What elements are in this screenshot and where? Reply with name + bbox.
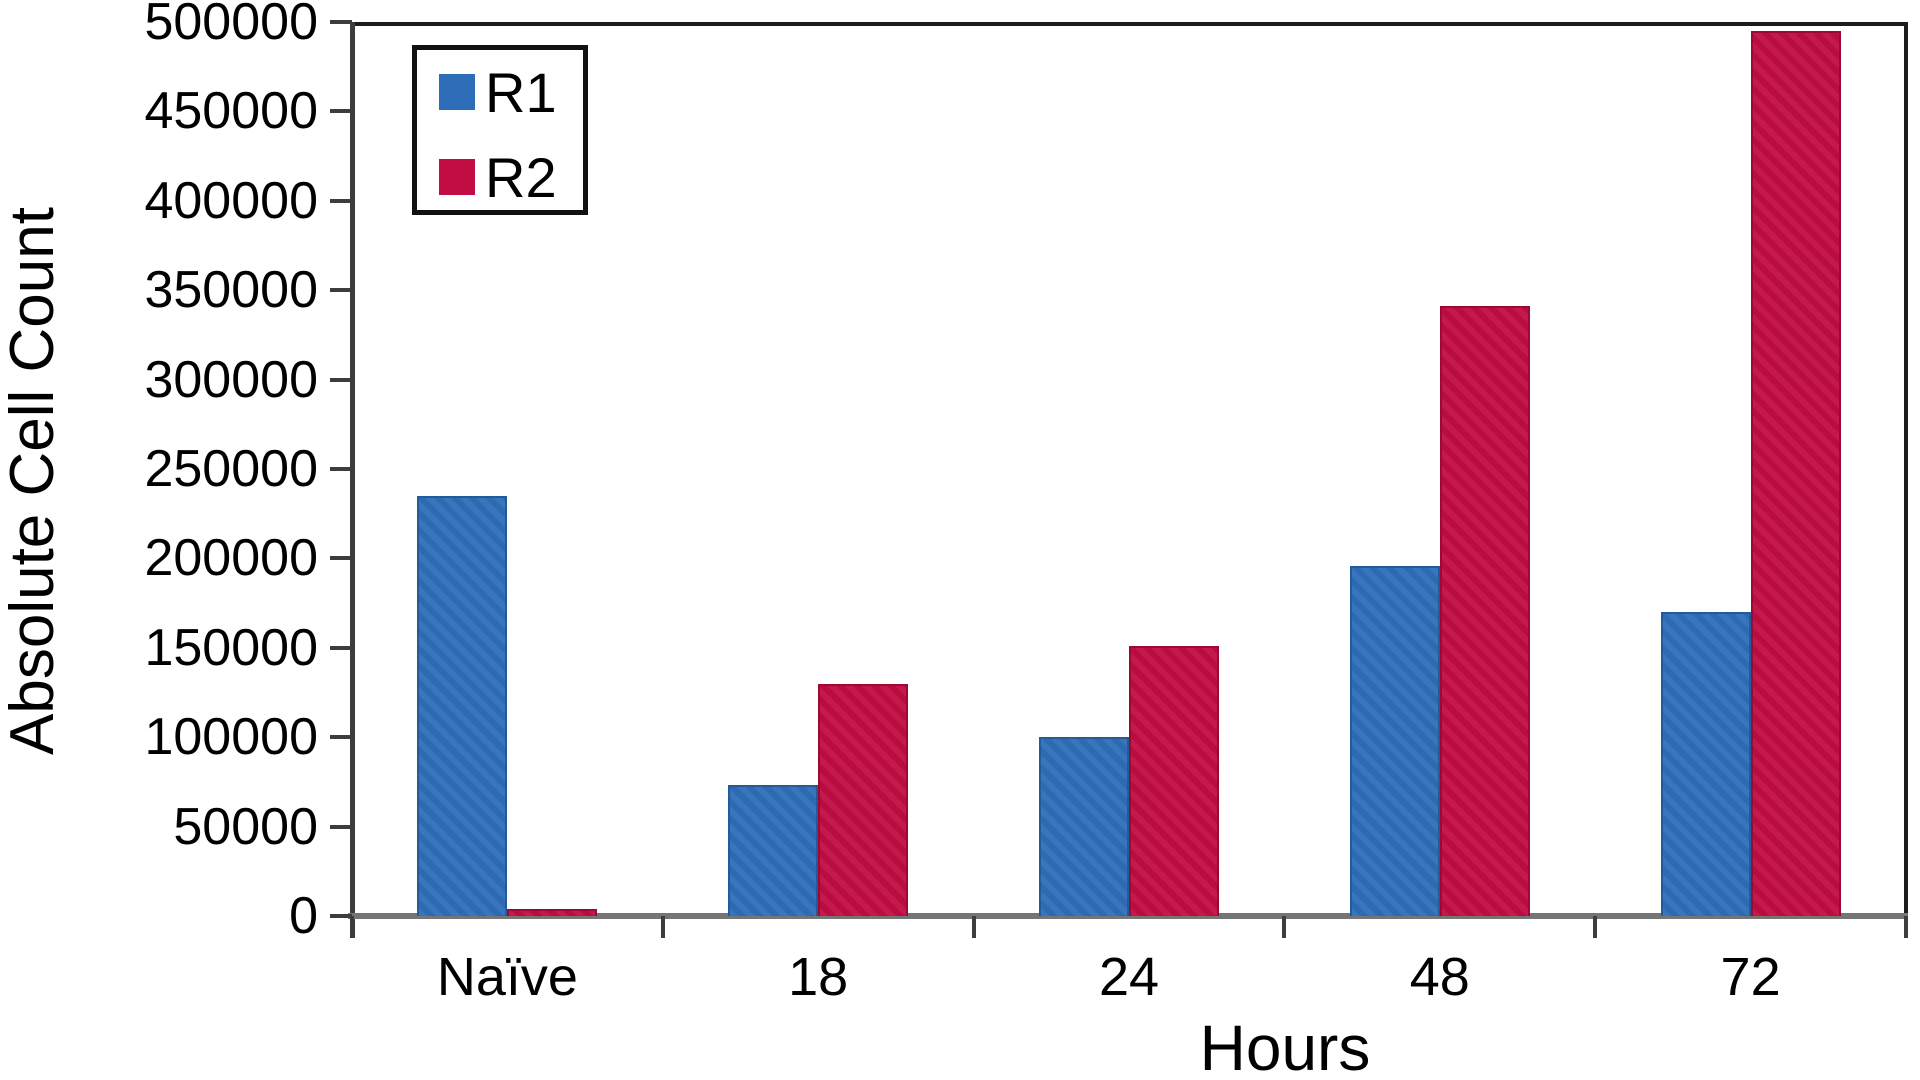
plot-frame-right (1904, 22, 1908, 920)
bar-r1-72 (1660, 612, 1751, 916)
y-tick-label: 100000 (144, 708, 318, 767)
legend-label-r1: R1 (485, 61, 557, 124)
y-tick (330, 824, 352, 829)
legend-label-r2: R2 (485, 146, 557, 209)
y-tick-label: 250000 (144, 440, 318, 498)
y-axis-line (350, 22, 355, 938)
x-category-label: 18 (788, 947, 849, 1007)
x-tick (1282, 916, 1287, 938)
bar-r2-72 (1750, 30, 1841, 916)
y-tick-label: 400000 (144, 171, 318, 230)
x-tick (660, 916, 665, 938)
bar-r2-48 (1439, 306, 1530, 916)
y-tick-label: 0 (289, 887, 318, 945)
bar-r1-24 (1039, 737, 1129, 916)
x-tick (1593, 916, 1598, 938)
y-tick (330, 914, 352, 918)
y-tick (330, 109, 352, 114)
y-tick-label: 50000 (173, 797, 318, 856)
y-tick (330, 467, 352, 471)
bar-r1-naïve (417, 495, 508, 916)
legend-swatch-r2 (439, 159, 475, 195)
bar-r2-naïve (507, 908, 598, 916)
y-tick-label: 350000 (144, 261, 318, 320)
y-tick (330, 288, 352, 293)
legend-swatch-r1 (439, 74, 475, 110)
y-tick (330, 735, 352, 740)
bar-r2-24 (1129, 646, 1219, 916)
bar-r1-18 (728, 785, 819, 916)
y-tick-label: 500000 (144, 0, 318, 51)
y-axis-title: Absolute Cell Count (0, 207, 67, 755)
plot-frame-top (352, 22, 1908, 26)
x-category-label: 24 (1098, 947, 1160, 1007)
y-tick (330, 20, 352, 24)
x-category-label: 72 (1720, 947, 1781, 1007)
y-tick (330, 198, 352, 203)
x-category-label: 48 (1409, 947, 1470, 1007)
bar-r2-18 (818, 683, 909, 916)
y-tick (330, 377, 352, 382)
y-tick (330, 645, 352, 650)
x-tick (350, 916, 354, 938)
y-tick-label: 300000 (144, 350, 318, 409)
x-tick (971, 916, 976, 938)
y-tick-label: 200000 (144, 529, 318, 588)
y-tick (330, 556, 352, 561)
y-tick-label: 150000 (144, 618, 318, 677)
y-tick-label: 450000 (144, 82, 318, 141)
bar-r1-48 (1349, 565, 1440, 916)
x-axis-line (348, 913, 1908, 919)
legend: R1 R2 (412, 45, 588, 215)
x-tick (1904, 916, 1908, 938)
x-axis-title: Hours (1199, 1012, 1371, 1080)
x-category-label: Naïve (436, 947, 578, 1007)
